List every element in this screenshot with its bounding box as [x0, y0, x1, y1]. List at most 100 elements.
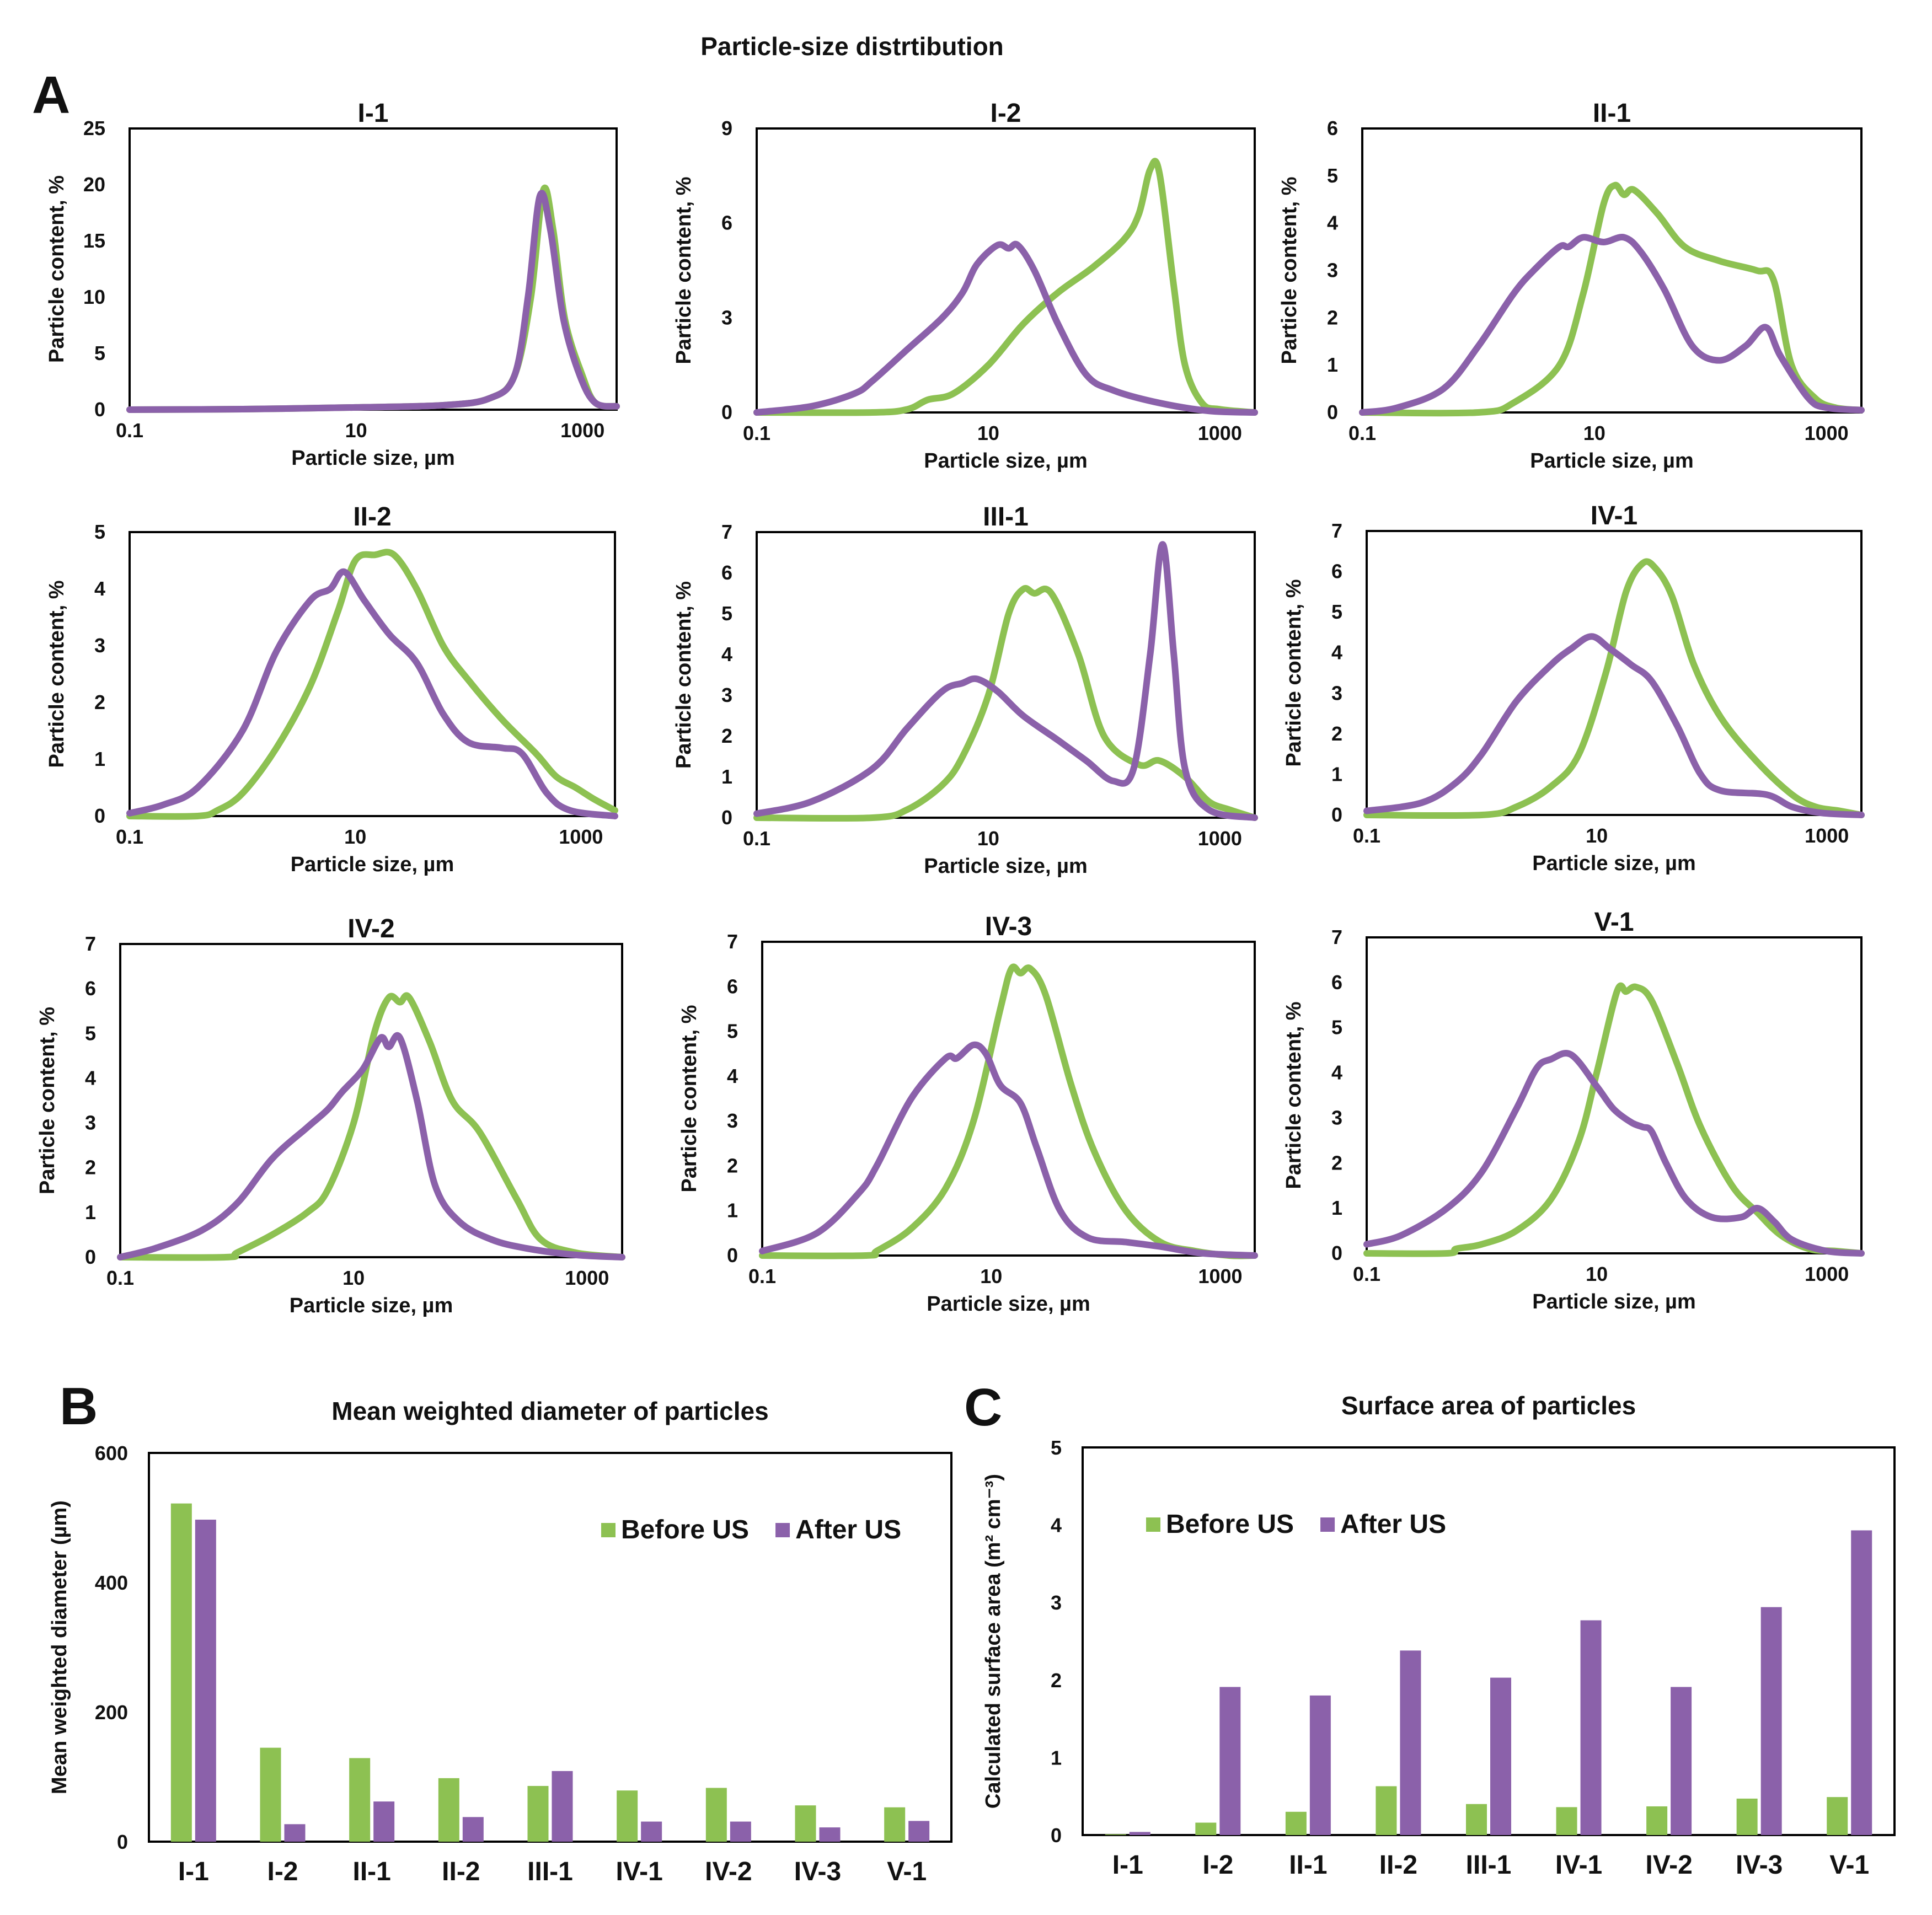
- y-axis-label: Particle content, %: [672, 581, 695, 769]
- y-tick-label: 0: [1327, 401, 1338, 423]
- series-line-before-us: [753, 584, 1258, 822]
- bar-after-us-i-2: [284, 1824, 306, 1842]
- x-tick-label: IV-2: [1645, 1850, 1692, 1880]
- series-line-before-us: [117, 992, 625, 1261]
- x-tick-label: 10: [977, 827, 999, 850]
- plot-frame: [148, 1452, 952, 1843]
- y-tick-label: 6: [1331, 560, 1342, 583]
- x-tick-label: II-2: [442, 1857, 480, 1886]
- series-line-before-us: [1363, 982, 1865, 1257]
- x-tick-label: 0.1: [116, 419, 143, 442]
- y-tick-label: 6: [721, 561, 732, 584]
- chart-iv-2: IV-2 0 1 2 3 4 5 6 7 0.1 10 1000 Particle size, µm Pa…: [36, 914, 625, 1317]
- y-axis-label: Mean weighted diameter (µm): [48, 1500, 71, 1794]
- y-tick-label: 4: [1051, 1514, 1062, 1537]
- panel-letter-c: C: [964, 1378, 1002, 1437]
- bar-after-us-i-2: [1219, 1687, 1241, 1835]
- x-axis-label: Particle size, µm: [924, 449, 1088, 473]
- chart-b: Mean weighted diameter of particles 0 200 4…: [48, 1397, 952, 1886]
- plot-frame: [129, 531, 616, 817]
- bar-after-us-iv-3: [1760, 1607, 1782, 1835]
- plot-frame: [1366, 936, 1863, 1254]
- series-line-before-us: [126, 184, 620, 413]
- x-tick-label: 10: [344, 825, 366, 848]
- series-line-after-us: [1363, 1050, 1865, 1257]
- y-tick-label: 0: [1331, 1242, 1342, 1264]
- y-tick-label: 1: [1331, 763, 1342, 785]
- x-tick-label: IV-1: [1555, 1850, 1602, 1880]
- x-tick-label: 0.1: [106, 1267, 134, 1289]
- plot-frame: [1361, 127, 1863, 414]
- y-tick-label: 0: [1051, 1824, 1062, 1847]
- series-line-before-us: [759, 963, 1258, 1259]
- plot-frame: [119, 943, 623, 1258]
- x-axis-label: Particle size, µm: [290, 1294, 453, 1317]
- series-line-before-us: [1363, 558, 1865, 819]
- series-line-after-us: [1359, 233, 1865, 416]
- bar-before-us-v-1: [884, 1807, 906, 1842]
- y-tick-label: 5: [94, 342, 105, 364]
- bar-after-us-iv-3: [819, 1827, 841, 1842]
- legend-label-after-us: After US: [1340, 1510, 1446, 1539]
- y-tick-label: 3: [721, 306, 732, 329]
- chart-i-1: I-1 0 5 10 15 20 25 0.1 10 1000 Particle size, µm P…: [45, 99, 620, 470]
- y-axis-label: Particle content, %: [1278, 177, 1301, 364]
- y-tick-label: 2: [1331, 1151, 1342, 1174]
- chart-title: II-1: [1593, 99, 1631, 128]
- y-tick-label: 1: [1051, 1746, 1062, 1769]
- chart-iv-3: IV-3 0 1 2 3 4 5 6 7 0.1 10 1000 Particle size, µm Pa…: [678, 912, 1258, 1316]
- plot-frame: [756, 531, 1256, 819]
- y-tick-label: 0: [721, 401, 732, 423]
- y-tick-label: 0: [94, 398, 105, 421]
- legend-swatch-before-us: [1146, 1517, 1160, 1532]
- figure-title: Particle-size distrtibution: [700, 32, 1004, 61]
- x-tick-label: III-1: [527, 1857, 573, 1886]
- x-tick-label: 10: [345, 419, 367, 442]
- series-line-after-us: [753, 240, 1258, 416]
- chart-title: I-2: [990, 99, 1021, 128]
- bar-before-us-iv-3: [795, 1805, 816, 1842]
- plot-frame: [1082, 1446, 1896, 1836]
- x-tick-label: 1000: [1805, 824, 1849, 847]
- bar-after-us-ii-2: [462, 1817, 484, 1842]
- y-tick-label: 5: [85, 1022, 96, 1044]
- y-tick-label: 10: [83, 286, 105, 308]
- bar-before-us-ii-1: [349, 1758, 371, 1842]
- x-tick-label: 10: [342, 1267, 365, 1289]
- y-tick-label: 6: [1331, 971, 1342, 994]
- x-tick-label: 10: [980, 1265, 1002, 1288]
- x-tick-label: I-1: [1112, 1850, 1143, 1880]
- y-tick-label: 3: [1331, 1106, 1342, 1129]
- y-tick-label: 5: [1331, 1016, 1342, 1039]
- x-tick-label: IV-2: [705, 1857, 752, 1886]
- y-tick-label: 3: [85, 1112, 96, 1134]
- plot-frame: [761, 941, 1256, 1257]
- x-axis-label: Particle size, µm: [924, 855, 1088, 878]
- y-tick-label: 6: [727, 975, 738, 997]
- x-axis-label: Particle size, µm: [1532, 852, 1696, 875]
- y-tick-label: 15: [83, 229, 105, 252]
- x-tick-label: V-1: [887, 1857, 927, 1886]
- x-tick-label: 1000: [559, 825, 603, 848]
- bar-after-us-iv-1: [641, 1821, 662, 1842]
- y-tick-label: 2: [1051, 1669, 1062, 1692]
- y-tick-label: 1: [727, 1199, 738, 1222]
- chart-title: Surface area of particles: [1341, 1391, 1636, 1420]
- x-tick-label: IV-1: [616, 1857, 662, 1886]
- bar-before-us-ii-2: [1376, 1786, 1397, 1835]
- bar-before-us-v-1: [1827, 1797, 1848, 1835]
- plot-frame: [1366, 530, 1863, 816]
- y-axis-label: Particle content, %: [678, 1005, 701, 1193]
- x-tick-label: 1000: [1198, 422, 1242, 444]
- y-tick-label: 1: [1331, 1197, 1342, 1219]
- bar-before-us-iv-1: [617, 1790, 638, 1842]
- legend-swatch-after-us: [1320, 1517, 1335, 1532]
- bar-before-us-iv-2: [705, 1788, 727, 1842]
- y-tick-label: 6: [721, 212, 732, 234]
- y-tick-label: 3: [94, 634, 105, 657]
- y-tick-label: 0: [721, 806, 732, 829]
- series-line-after-us: [759, 1041, 1258, 1259]
- bar-after-us-iii-1: [1490, 1677, 1511, 1835]
- x-tick-label: 1000: [560, 419, 604, 442]
- x-tick-label: 1000: [565, 1267, 609, 1289]
